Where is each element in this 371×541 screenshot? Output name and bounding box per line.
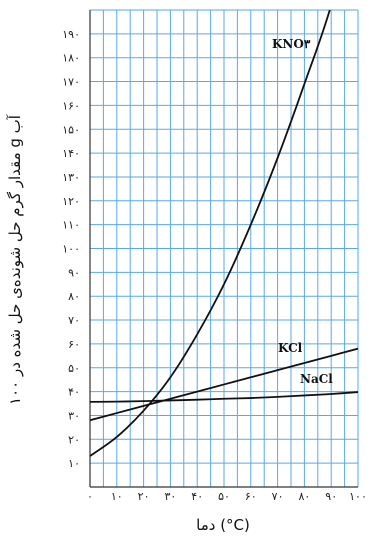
x-tick-label: ۷۰ (272, 490, 284, 503)
y-tick-label: ۱۳۰ (62, 171, 80, 184)
series-line-2 (90, 391, 358, 403)
x-tick-labels: ۰ ۱۰ ۲۰ ۳۰ ۴۰ ۵۰ ۶۰ ۷۰ ۸۰ ۹۰ ۱۰۰ (87, 490, 367, 503)
y-tick-label: ۶۰ (68, 338, 80, 351)
y-tick-label: ۱۰ (68, 457, 80, 470)
y-tick-label: ۲۰ (68, 433, 80, 446)
y-tick-label: ۳۰ (68, 409, 80, 422)
y-tick-label: ۱۸۰ (62, 52, 80, 65)
y-tick-label: ۱۵۰ (62, 123, 80, 136)
series-labels: KNO۳ KCl NaCl (272, 37, 333, 386)
series-label: NaCl (300, 372, 333, 386)
y-tick-label: ۵۰ (68, 362, 80, 375)
y-tick-label: ۱۷۰ (62, 76, 80, 89)
x-tick-label: ۱۰۰ (349, 490, 367, 503)
x-tick-label: ۰ (87, 490, 93, 503)
y-tick-label: ۹۰ (68, 266, 80, 279)
y-tick-label: ۱۱۰ (62, 219, 80, 232)
y-tick-label: ۱۶۰ (62, 99, 80, 112)
y-tick-label: ۱۲۰ (62, 195, 80, 208)
y-tick-label: ۷۰ (68, 314, 80, 327)
x-tick-label: ۶۰ (245, 490, 257, 503)
axes (89, 10, 358, 488)
series-line-0 (90, 10, 331, 457)
y-tick-label: ۱۴۰ (62, 147, 80, 160)
grid (89, 9, 359, 488)
x-axis-label: دما (°C) (196, 516, 250, 534)
x-tick-label: ۳۰ (164, 490, 176, 503)
x-tick-label: ۲۰ (138, 490, 150, 503)
y-tick-label: ۱۰۰ (62, 243, 80, 256)
series (90, 10, 358, 457)
x-tick-label: ۱۰ (111, 490, 123, 503)
series-label: KCl (278, 341, 303, 355)
x-tick-label: ۸۰ (298, 490, 310, 503)
y-tick-label: ۸۰ (68, 290, 80, 303)
x-tick-label: ۹۰ (325, 490, 337, 503)
series-label: KNO۳ (272, 37, 311, 51)
x-tick-label: ۴۰ (191, 490, 203, 503)
y-tick-label: ۱۹۰ (62, 28, 80, 41)
y-tick-label: ۴۰ (68, 386, 80, 399)
series-line-1 (90, 347, 358, 422)
y-tick-labels: ۱۰ ۲۰ ۳۰ ۴۰ ۵۰ ۶۰ ۷۰ ۸۰ ۹۰ ۱۰۰ ۱۱۰ ۱۲۰ ۱۳۰ ۱۴۰ ۱۵۰ ۱۶۰ ۱… (62, 28, 80, 470)
y-axis-label: مقدار گرم حل شونده‌ی حل شده در ۱۰۰ g آب (6, 114, 24, 405)
x-tick-label: ۵۰ (218, 490, 230, 503)
